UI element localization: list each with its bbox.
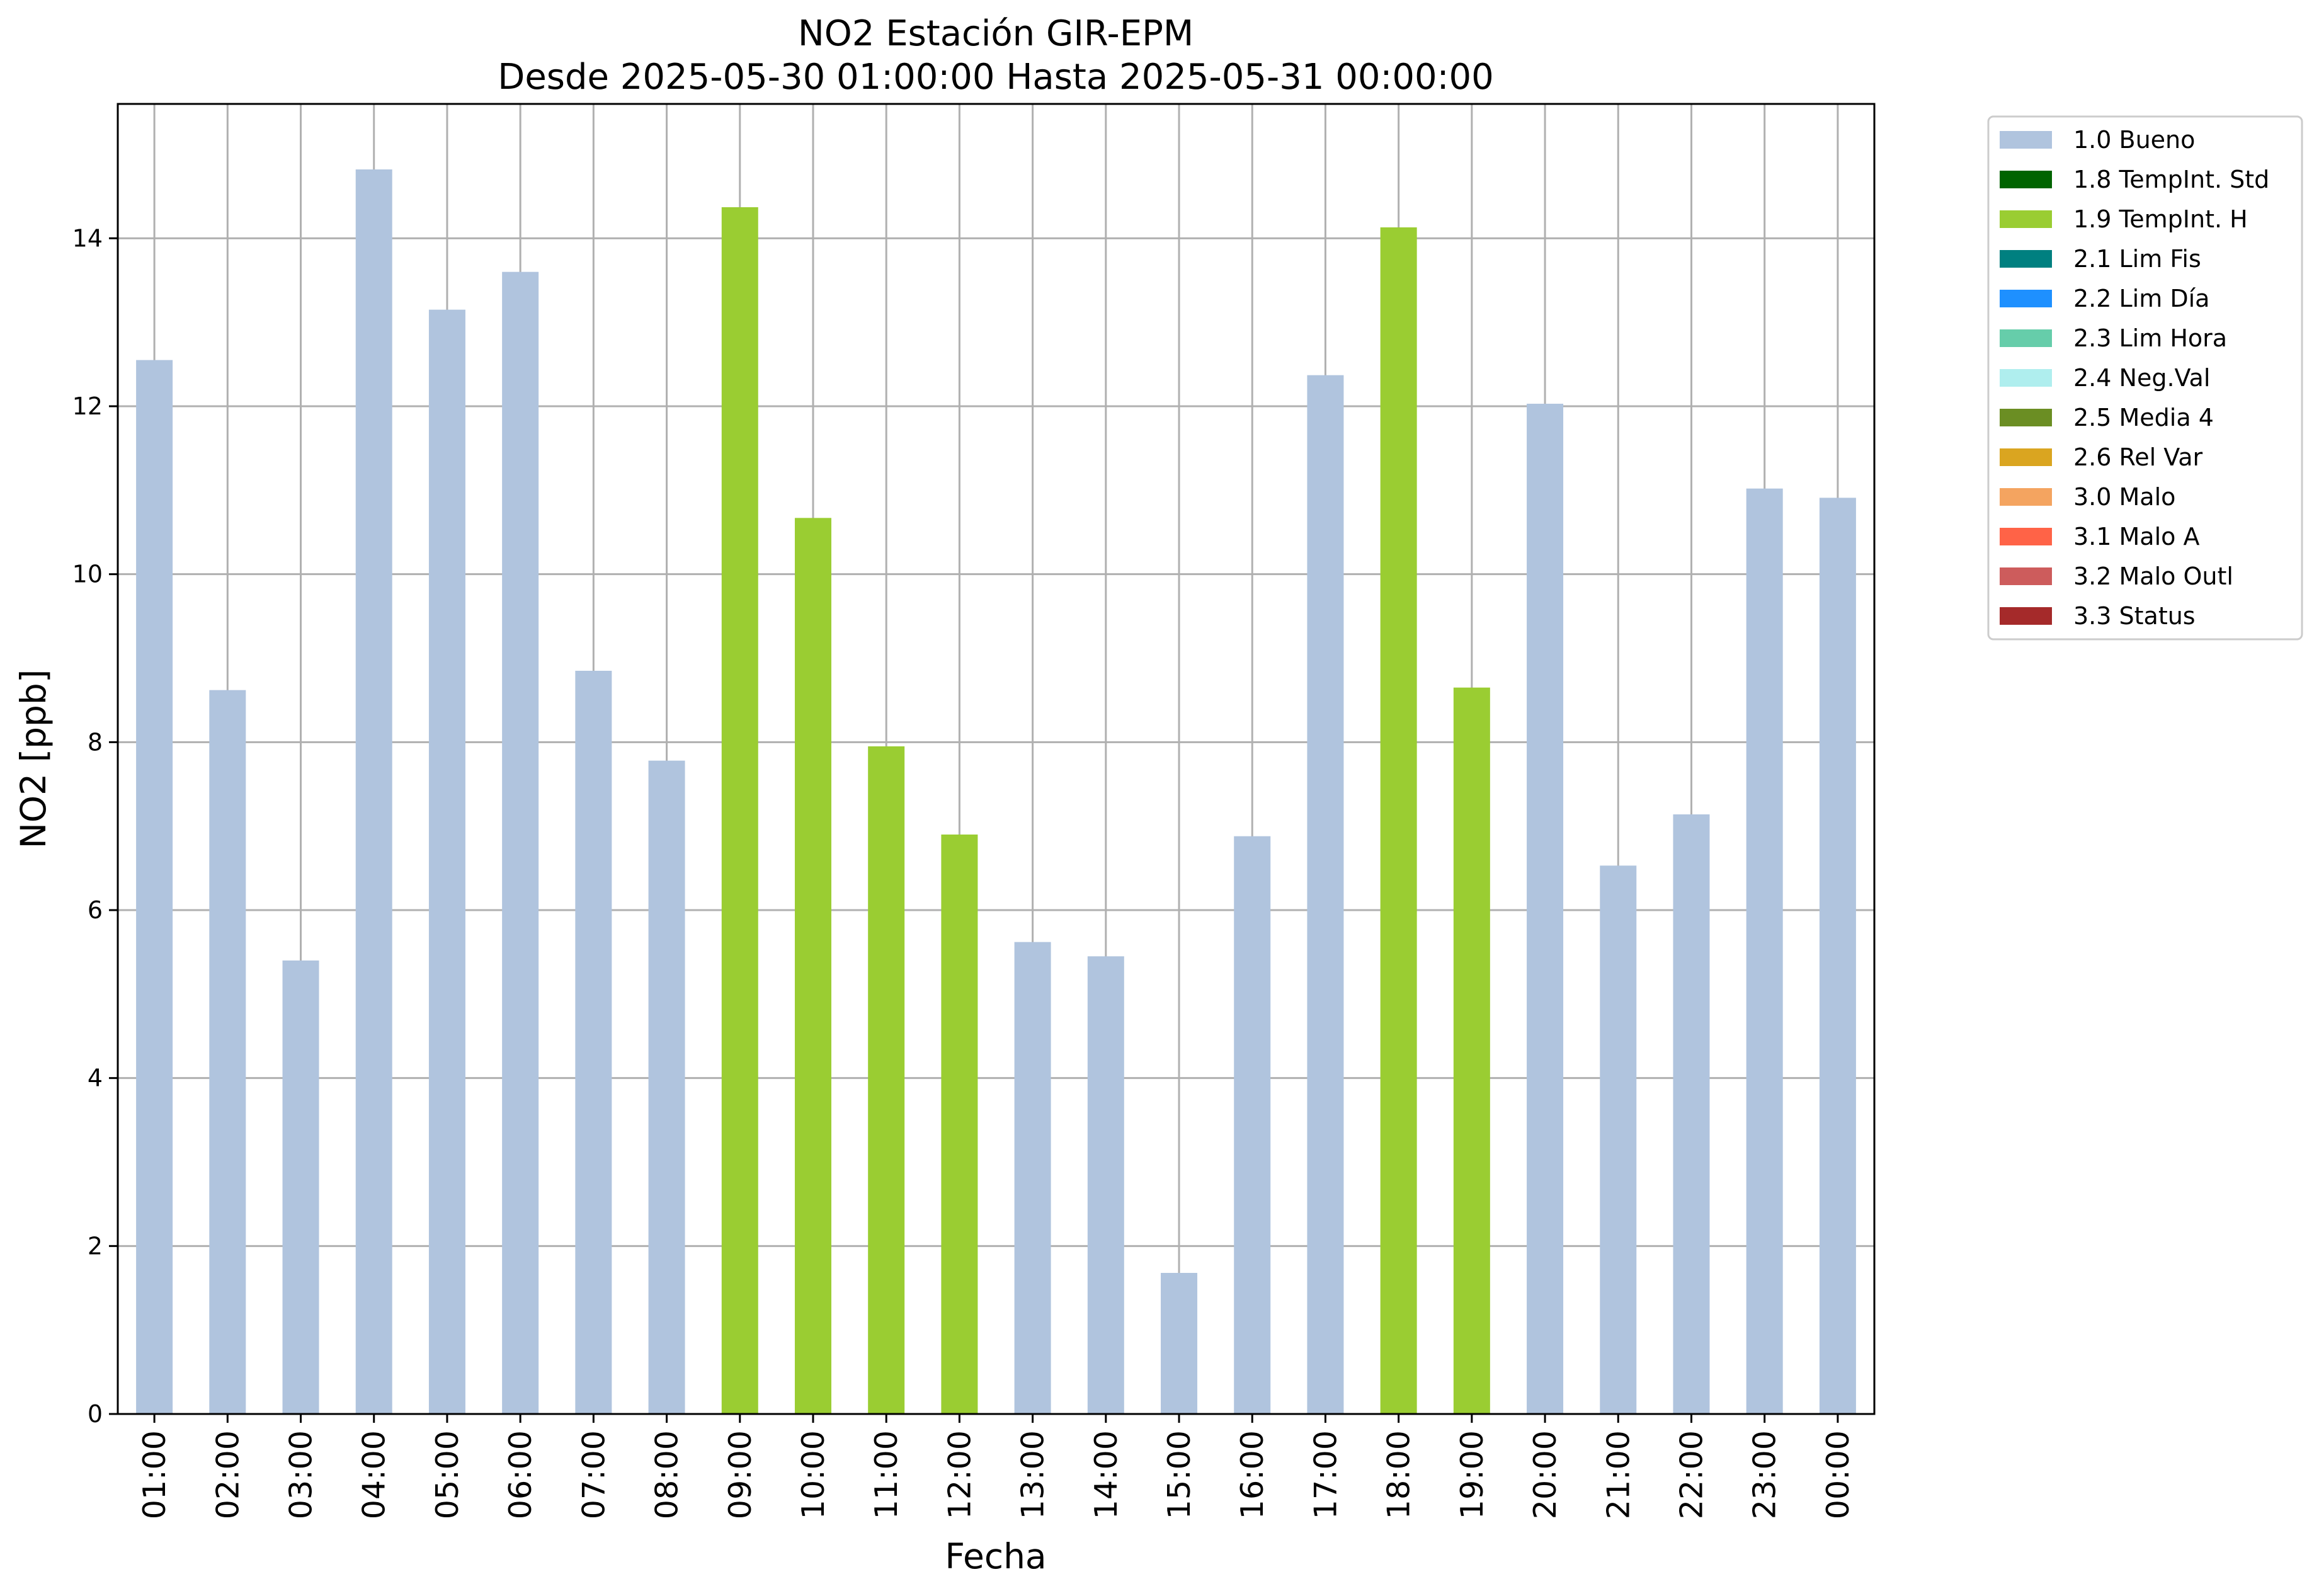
y-tick-label: 10: [72, 561, 103, 588]
bar-1400: [1087, 956, 1124, 1414]
x-tick-label: 01:00: [137, 1430, 173, 1519]
legend-swatch: [2000, 409, 2052, 426]
legend-swatch: [2000, 131, 2052, 149]
y-axis: 0 2 4 6 8 10 12 14: [72, 224, 118, 1428]
x-tick-label: 13:00: [1015, 1430, 1051, 1519]
legend-frame: [1987, 115, 2303, 641]
bar-1000: [794, 518, 831, 1415]
y-tick-label: 14: [72, 224, 103, 252]
x-tick-label: 21:00: [1600, 1430, 1636, 1519]
x-tick-label: 16:00: [1234, 1430, 1270, 1519]
y-tick-label: 2: [88, 1232, 103, 1260]
x-tick-label: 02:00: [210, 1430, 246, 1519]
bar-1600: [1234, 836, 1271, 1414]
legend-swatch: [2000, 210, 2052, 228]
bar-1300: [1014, 942, 1051, 1414]
legend: 1.0 Bueno 1.8 TempInt. Std 1.9 TempInt. H 2…: [1987, 115, 2303, 641]
x-tick-label: 04:00: [356, 1430, 392, 1519]
bar-0200: [209, 690, 246, 1414]
legend-swatch: [2000, 567, 2052, 585]
y-axis-label: NO2 [ppb]: [13, 670, 54, 849]
bar-1700: [1307, 375, 1344, 1414]
legend-label: 3.2 Malo Outl: [2073, 562, 2233, 590]
x-tick-label: 05:00: [430, 1430, 465, 1519]
legend-swatch: [2000, 250, 2052, 268]
bar-0800: [648, 760, 685, 1414]
x-tick-label: 11:00: [869, 1430, 904, 1519]
x-tick-label: 07:00: [576, 1430, 612, 1519]
bar-0300: [282, 960, 319, 1414]
legend-items: 1.0 Bueno 1.8 TempInt. Std 1.9 TempInt. H 2…: [2000, 126, 2269, 630]
bar-0700: [575, 671, 612, 1414]
y-tick-label: 12: [72, 392, 103, 420]
bar-2000: [1527, 404, 1564, 1414]
y-tick-label: 0: [88, 1400, 103, 1428]
plot-area: 0 2 4 6 8 10 12 14 01:00 02:00 03:00 04:00 05:00 06:…: [72, 103, 1876, 1519]
legend-label: 2.3 Lim Hora: [2073, 324, 2227, 352]
bar-1900: [1453, 687, 1490, 1414]
legend-label: 2.5 Media 4: [2073, 404, 2214, 431]
x-tick-label: 08:00: [649, 1430, 685, 1519]
y-tick-label: 4: [88, 1064, 103, 1092]
x-tick-label: 12:00: [942, 1430, 977, 1519]
x-tick-label: 14:00: [1088, 1430, 1124, 1519]
legend-label: 2.6 Rel Var: [2073, 443, 2203, 471]
legend-label: 2.1 Lim Fis: [2073, 245, 2201, 273]
x-tick-label: 06:00: [503, 1430, 538, 1519]
x-axis: 01:00 02:00 03:00 04:00 05:00 06:00 07:00 08:00…: [137, 1414, 1856, 1519]
y-tick-label: 8: [88, 728, 103, 756]
x-tick-label: 03:00: [283, 1430, 319, 1519]
legend-label: 1.8 TempInt. Std: [2073, 166, 2269, 193]
bar-1800: [1380, 227, 1417, 1414]
bar-0000: [1819, 498, 1856, 1415]
legend-swatch: [2000, 329, 2052, 347]
bar-0600: [502, 271, 539, 1415]
y-tick-label: 6: [88, 896, 103, 924]
bar-1200: [941, 835, 978, 1414]
x-tick-label: 22:00: [1673, 1430, 1709, 1519]
legend-label: 3.1 Malo A: [2073, 523, 2199, 550]
legend-label: 2.2 Lim Día: [2073, 285, 2209, 312]
legend-label: 1.0 Bueno: [2073, 126, 2195, 154]
bar-2200: [1673, 814, 1710, 1414]
legend-label: 1.9 TempInt. H: [2073, 205, 2248, 233]
chart-subtitle: Desde 2025-05-30 01:00:00 Hasta 2025-05-…: [498, 57, 1494, 98]
x-tick-label: 23:00: [1747, 1430, 1783, 1519]
x-tick-label: 19:00: [1454, 1430, 1490, 1519]
bar-0500: [428, 309, 465, 1415]
bar-1100: [868, 746, 905, 1414]
x-tick-label: 17:00: [1308, 1430, 1343, 1519]
chart-title: NO2 Estación GIR-EPM: [798, 13, 1194, 54]
legend-swatch: [2000, 607, 2052, 625]
x-tick-label: 10:00: [795, 1430, 831, 1519]
plot-frame: [117, 103, 1876, 1415]
x-tick-label: 18:00: [1381, 1430, 1417, 1519]
x-tick-label: 09:00: [722, 1430, 758, 1519]
x-tick-label: 00:00: [1820, 1430, 1856, 1519]
bar-1500: [1161, 1273, 1198, 1414]
x-tick-label: 20:00: [1527, 1430, 1563, 1519]
legend-label: 2.4 Neg.Val: [2073, 364, 2210, 392]
bars: [136, 169, 1856, 1415]
x-axis-label: Fecha: [945, 1536, 1046, 1576]
legend-label: 3.3 Status: [2073, 602, 2196, 630]
bar-0100: [136, 360, 173, 1414]
bar-2300: [1746, 488, 1783, 1414]
legend-swatch: [2000, 488, 2052, 506]
legend-swatch: [2000, 528, 2052, 545]
bar-0900: [721, 207, 758, 1414]
legend-label: 3.0 Malo: [2073, 483, 2175, 511]
legend-swatch: [2000, 369, 2052, 387]
legend-swatch: [2000, 448, 2052, 466]
bar-2100: [1600, 865, 1637, 1414]
x-tick-label: 15:00: [1161, 1430, 1197, 1519]
legend-swatch: [2000, 290, 2052, 307]
legend-swatch: [2000, 171, 2052, 188]
bar-0400: [355, 169, 392, 1414]
